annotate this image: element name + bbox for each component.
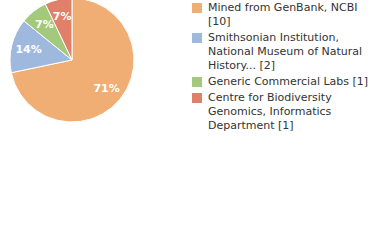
svg-text:7%: 7%	[35, 18, 54, 31]
svg-text:7%: 7%	[53, 10, 72, 23]
html-text:Smithsonian Institution, Natio: Smithsonian Institution, National Museum…	[208, 31, 363, 72]
svg-text:71%: 71%	[93, 82, 119, 95]
svg-text:14%: 14%	[15, 43, 41, 56]
html-text:Centre for Biodiversity Genomi: Centre for Biodiversity Genomics, Inform…	[208, 91, 332, 132]
html-text:Mined from GenBank, NCBI [10]: Mined from GenBank, NCBI [10]	[208, 1, 358, 28]
html-text:Generic Commercial Labs [1]: Generic Commercial Labs [1]	[208, 75, 369, 88]
